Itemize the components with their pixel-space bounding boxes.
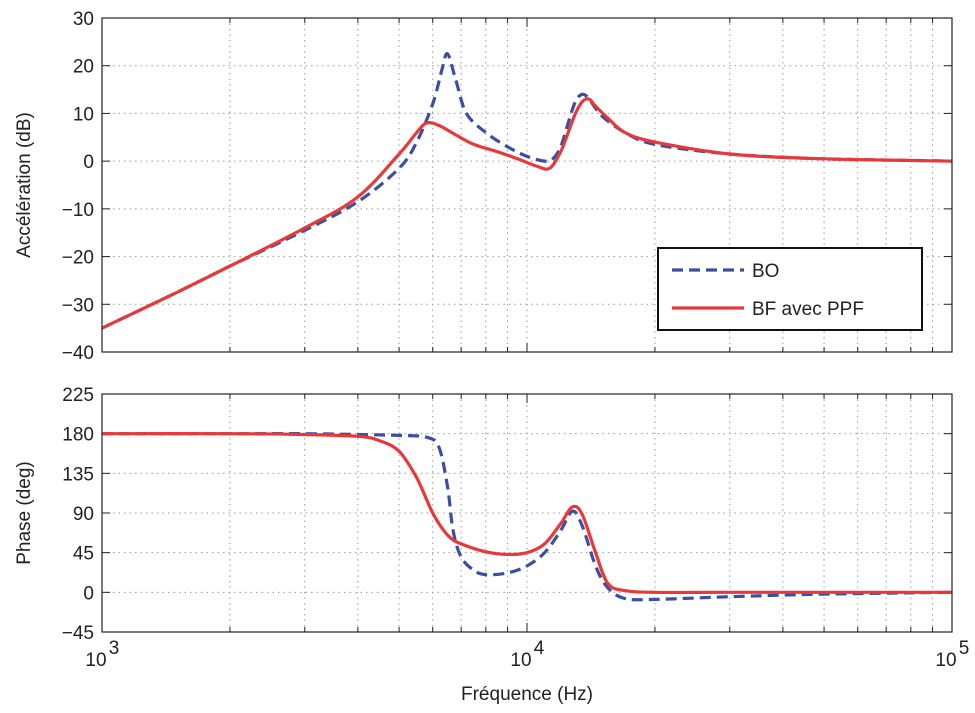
series-group — [102, 52, 952, 330]
y-tick-label: −10 — [62, 200, 94, 221]
y-tick-label: −40 — [62, 343, 94, 364]
y-tick-label: −30 — [62, 295, 94, 316]
y-tick-label: 180 — [62, 425, 94, 446]
y-tick-label: 45 — [73, 544, 94, 565]
x-tick-label-exponent: 4 — [534, 638, 545, 659]
x-tick-label: 10 — [510, 650, 531, 671]
x-axis-label: Fréquence (Hz) — [461, 684, 593, 705]
y-axis-label: Accélération (dB) — [14, 112, 35, 258]
series-line-bf-avec-ppf — [102, 432, 952, 595]
y-tick-label: 225 — [62, 385, 94, 406]
y-axis-label: Phase (deg) — [14, 461, 35, 565]
legend-box — [657, 247, 923, 331]
legend-label: BO — [752, 261, 779, 282]
series-line-bf-avec-ppf — [102, 97, 952, 330]
panel-1: −40 −30 −20 −10 0 10 20 30 Accélération (dB) BO BF… — [14, 9, 953, 364]
series-group — [102, 432, 952, 602]
y-tick-label: 10 — [73, 104, 94, 125]
y-tick-label: −45 — [62, 623, 94, 644]
x-tick-label: 10 — [935, 650, 956, 671]
y-tick-label: 135 — [62, 464, 94, 485]
x-tick-label-exponent: 3 — [109, 638, 120, 659]
y-tick-label: 0 — [83, 152, 94, 173]
series-line-bo — [102, 52, 952, 330]
y-tick-label: 20 — [73, 57, 94, 78]
y-tick-label: 0 — [83, 583, 94, 604]
y-tick-label: 30 — [73, 9, 94, 30]
series-line-bo — [102, 432, 952, 602]
plot-frame — [101, 393, 953, 633]
legend-label: BF avec PPF — [752, 299, 864, 320]
y-tick-label: 90 — [73, 504, 94, 525]
legend: BO BF avec PPF — [657, 247, 923, 331]
x-tick-label: 10 — [85, 650, 106, 671]
y-tick-label: −20 — [62, 248, 94, 269]
x-tick-label-exponent: 5 — [959, 638, 970, 659]
plot-frame — [101, 17, 953, 353]
